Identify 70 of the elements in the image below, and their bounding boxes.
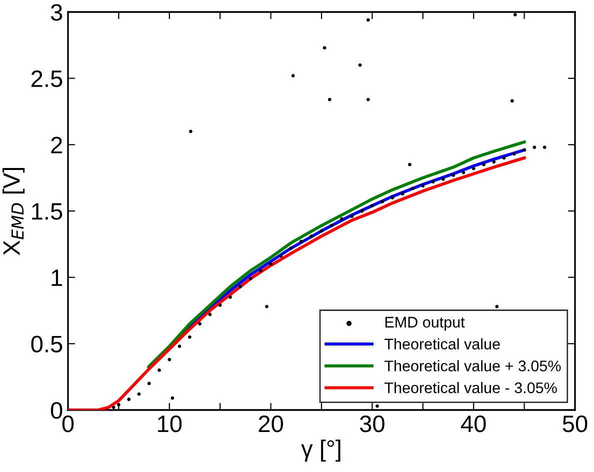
point — [168, 358, 172, 362]
point — [328, 98, 332, 102]
point — [238, 284, 242, 288]
point — [265, 304, 268, 308]
point — [492, 160, 496, 164]
point — [411, 186, 414, 190]
x-axis-title: γ [°] — [301, 440, 340, 462]
legend-label: Theoretical value - 3.05% — [384, 382, 557, 394]
point — [322, 46, 326, 50]
legend-label: Theoretical value — [384, 338, 500, 350]
y-tick-label: 3 — [50, 4, 62, 21]
point — [472, 166, 476, 170]
legend-label: EMD output — [385, 316, 465, 331]
point — [291, 74, 295, 78]
point — [127, 398, 131, 402]
y-tick-label: 2 — [51, 136, 62, 154]
point — [532, 146, 536, 150]
point — [258, 269, 262, 272]
point — [452, 173, 456, 177]
point — [513, 12, 517, 16]
point — [269, 262, 272, 266]
point — [248, 276, 252, 280]
point — [198, 322, 202, 326]
point — [366, 18, 370, 22]
point — [408, 162, 412, 166]
point — [158, 368, 161, 372]
y-tick-label: 1.5 — [32, 203, 62, 220]
point — [421, 184, 425, 188]
point — [482, 162, 486, 166]
point — [218, 303, 222, 307]
point — [510, 99, 514, 103]
point — [380, 200, 384, 204]
point — [310, 234, 314, 238]
y-tick-label: 2.5 — [32, 70, 62, 88]
point — [112, 406, 116, 410]
point — [188, 130, 192, 134]
x-tick-label: 30 — [360, 415, 384, 432]
y-axis-title: X$_{EMD}$ [V] — [2, 168, 25, 256]
point — [350, 214, 354, 218]
point — [320, 229, 324, 233]
point — [522, 148, 526, 152]
x-tick-label: 40 — [461, 415, 486, 432]
y-tick-label: 1 — [52, 270, 62, 286]
point — [376, 404, 379, 408]
legend-label: Theoretical value + 3.05% — [384, 360, 561, 372]
point — [340, 217, 344, 221]
x-tick-label: 50 — [562, 415, 588, 432]
point — [188, 335, 192, 339]
point — [542, 146, 546, 150]
point — [228, 296, 232, 299]
point — [431, 180, 435, 184]
point — [366, 98, 370, 102]
point — [512, 152, 516, 156]
y-tick-label: 0.5 — [31, 336, 62, 352]
x-tick-label: 0 — [62, 415, 74, 432]
point — [289, 246, 293, 250]
point — [441, 177, 445, 181]
point — [117, 402, 120, 406]
x-tick-label: 10 — [158, 415, 182, 432]
y-tick-label: 0 — [50, 402, 62, 419]
point — [170, 396, 174, 400]
point — [147, 382, 151, 386]
x-tick-label: 20 — [258, 415, 284, 432]
point — [279, 254, 283, 258]
point — [330, 224, 334, 228]
point — [300, 240, 303, 244]
point — [390, 196, 394, 200]
point — [178, 344, 182, 348]
point — [400, 192, 404, 196]
point — [370, 204, 374, 208]
